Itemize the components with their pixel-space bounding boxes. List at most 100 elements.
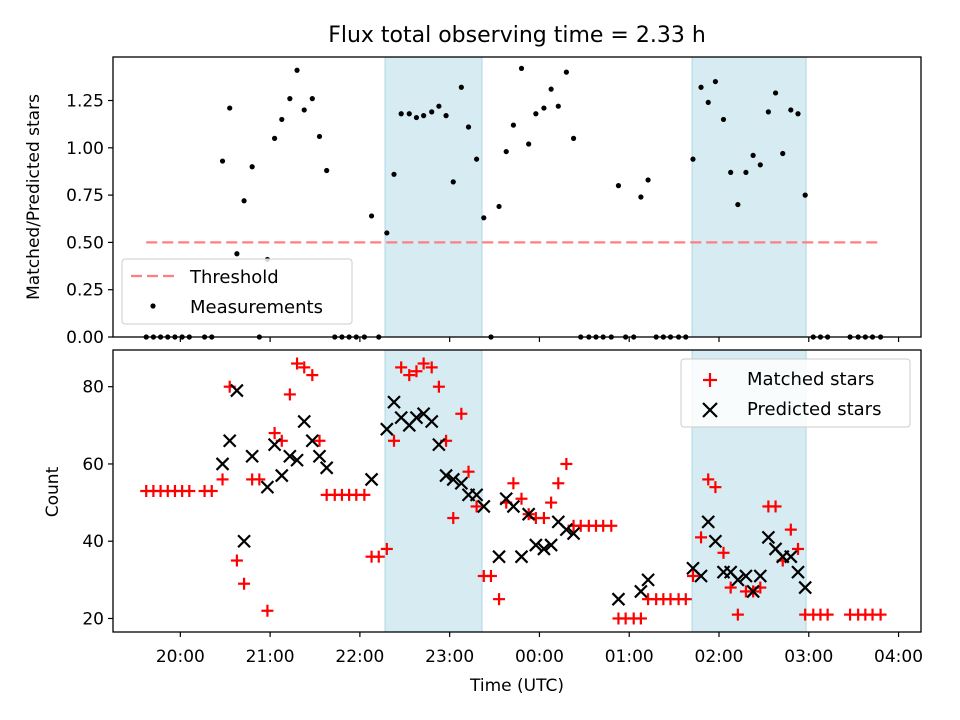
predicted-star-point xyxy=(432,437,446,452)
predicted-star-point xyxy=(537,542,551,556)
measurement-point xyxy=(443,113,449,119)
measurement-point xyxy=(324,167,330,174)
measurement-point xyxy=(436,103,442,109)
measurement-point xyxy=(548,86,554,92)
measurement-point xyxy=(526,141,532,147)
matched-star-point xyxy=(216,473,229,486)
measurement-point xyxy=(795,111,801,117)
x-tick-label: 21:00 xyxy=(246,647,295,667)
predicted-star-point xyxy=(746,584,760,599)
top-axes-frame xyxy=(112,56,922,338)
predicted-star-point xyxy=(477,499,491,514)
matched-star-point xyxy=(417,357,430,370)
top-y-tick-label: 1.00 xyxy=(66,139,104,159)
measurement-point xyxy=(406,111,412,117)
top-panel: 0.00 0.25 0.50 0.75 1.00 1.25 Matched/Predict… xyxy=(24,56,922,348)
predicted-star-point xyxy=(611,592,626,606)
measurement-point xyxy=(570,135,577,141)
measurement-point xyxy=(533,111,539,117)
predicted-star-points xyxy=(215,383,812,606)
measurement-point xyxy=(518,65,525,71)
measurement-point xyxy=(474,156,480,162)
predicted-star-point xyxy=(634,584,648,599)
matched-star-point xyxy=(679,593,692,606)
bottom-x-ticks: 20:00 21:00 22:00 23:00 00:00 01:00 02:00 03:00… xyxy=(156,632,923,667)
bottom-panel: 20 40 60 80 20:00 21:00 22:00 23:00 00:00 01:00 0… xyxy=(43,349,923,696)
matched-star-point xyxy=(261,604,274,617)
measurement-point xyxy=(712,78,719,85)
measurement-point xyxy=(309,96,315,102)
matched-star-point xyxy=(695,531,708,544)
measurement-point xyxy=(301,107,307,113)
predicted-star-point xyxy=(469,488,484,502)
measurement-point xyxy=(780,150,786,157)
predicted-star-point xyxy=(529,538,543,552)
predicted-star-point xyxy=(761,530,776,545)
measurement-point xyxy=(465,124,472,130)
top-y-tick-label: 0.75 xyxy=(66,186,104,206)
top-shaded-spans xyxy=(384,56,807,338)
matched-star-point xyxy=(380,542,393,555)
predicted-star-point xyxy=(409,410,424,425)
measurement-point xyxy=(750,152,756,158)
measurement-point xyxy=(510,122,517,128)
bottom-legend-box xyxy=(680,358,911,428)
matched-star-point xyxy=(388,434,401,447)
predicted-star-point xyxy=(544,538,558,552)
matched-star-point xyxy=(403,369,416,382)
matched-star-point xyxy=(731,608,744,621)
predicted-star-point xyxy=(222,434,237,448)
measurement-point xyxy=(757,162,763,168)
measurement-point xyxy=(615,183,622,189)
legend-threshold-label: Threshold xyxy=(189,267,279,288)
matched-star-point xyxy=(238,577,251,590)
matched-star-point xyxy=(470,500,483,513)
matched-star-point xyxy=(425,361,438,374)
bottom-y-tick-label: 80 xyxy=(82,378,104,398)
predicted-star-point xyxy=(230,383,244,398)
predicted-star-point xyxy=(305,434,320,448)
measurement-point xyxy=(227,105,233,111)
predicted-star-point xyxy=(514,549,529,564)
measurement-point xyxy=(555,103,561,109)
measurement-point xyxy=(496,203,502,210)
top-y-tick-label: 0.25 xyxy=(66,281,104,301)
matched-legend-swatch xyxy=(703,373,717,387)
measurement-point xyxy=(705,99,711,106)
matched-star-point xyxy=(784,523,797,536)
predicted-star-point xyxy=(424,414,439,429)
predicted-star-point xyxy=(364,472,379,487)
measurement-point xyxy=(728,169,734,176)
matched-star-point xyxy=(507,477,520,490)
x-tick-label: 20:00 xyxy=(156,647,205,667)
matched-star-point xyxy=(358,488,371,501)
predicted-star-point xyxy=(521,507,536,521)
measurement-point xyxy=(788,107,794,113)
matched-star-point xyxy=(702,473,715,486)
bottom-legend: Matched stars Predicted stars xyxy=(680,358,911,428)
measurement-point xyxy=(772,90,779,96)
matched-star-point xyxy=(395,361,408,374)
measurement-point xyxy=(690,156,696,162)
matched-star-point xyxy=(313,434,326,447)
measurement-point xyxy=(234,251,240,257)
bottom-axes-frame xyxy=(112,349,922,633)
x-tick-label: 03:00 xyxy=(784,647,833,667)
predicted-star-point xyxy=(387,395,401,409)
predicted-star-point xyxy=(237,534,251,548)
matched-star-point xyxy=(447,512,460,525)
predicted-star-point xyxy=(454,476,469,491)
bottom-shaded-span-0 xyxy=(384,349,483,633)
matched-star-point xyxy=(205,485,218,497)
predicted-star-point xyxy=(312,449,327,464)
matched-star-point xyxy=(874,608,887,621)
matched-star-point xyxy=(792,542,805,555)
predicted-star-point xyxy=(731,573,745,587)
matched-star-point xyxy=(298,361,311,374)
predicted-star-point xyxy=(290,453,304,467)
matched-star-point xyxy=(493,593,506,606)
measurement-point xyxy=(287,96,293,102)
matched-star-point xyxy=(183,485,196,497)
matched-star-point xyxy=(432,380,445,393)
